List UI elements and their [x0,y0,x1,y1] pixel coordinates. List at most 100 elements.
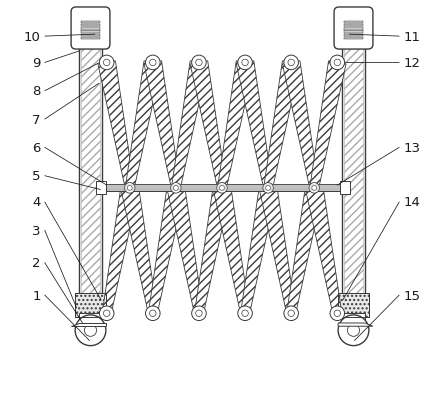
FancyBboxPatch shape [71,8,110,50]
Bar [81,34,100,37]
Bar [81,31,100,34]
Bar [81,28,100,30]
Text: 11: 11 [403,30,420,43]
Text: 8: 8 [32,85,41,98]
Polygon shape [338,323,373,326]
Circle shape [192,306,206,321]
Bar [75,293,106,318]
Text: 2: 2 [32,256,41,269]
Polygon shape [259,187,296,314]
Polygon shape [241,187,277,314]
Polygon shape [194,187,231,314]
Circle shape [196,60,202,66]
Polygon shape [236,62,273,189]
Bar [100,185,344,192]
Circle shape [124,183,135,194]
Circle shape [288,310,294,317]
Polygon shape [125,62,162,189]
Bar [344,31,363,34]
Circle shape [242,310,248,317]
Circle shape [174,186,178,191]
Circle shape [312,186,317,191]
Circle shape [263,183,274,194]
Bar [81,38,100,40]
Polygon shape [264,62,300,189]
Polygon shape [305,187,342,314]
Circle shape [146,56,160,70]
Polygon shape [148,187,185,314]
Circle shape [150,310,156,317]
Polygon shape [102,187,139,314]
Bar [79,313,102,322]
Circle shape [309,183,320,194]
Text: 3: 3 [32,224,41,237]
Polygon shape [98,62,134,189]
Bar [344,34,363,37]
Text: 7: 7 [32,113,41,126]
Circle shape [238,306,252,321]
Circle shape [217,183,227,194]
Circle shape [99,306,114,321]
Circle shape [238,56,252,70]
Text: 1: 1 [32,289,41,302]
Circle shape [84,324,97,337]
Circle shape [192,56,206,70]
FancyBboxPatch shape [334,8,373,50]
Bar [340,182,350,195]
Text: 13: 13 [403,141,420,154]
Circle shape [170,183,181,194]
Circle shape [146,306,160,321]
Text: 5: 5 [32,170,41,183]
Bar [81,25,100,27]
Bar [338,293,369,318]
Polygon shape [144,62,180,189]
Circle shape [284,306,298,321]
Bar [344,25,363,27]
Text: 12: 12 [403,57,420,70]
Circle shape [334,310,341,317]
Circle shape [99,56,114,70]
Circle shape [242,60,248,66]
Circle shape [103,310,110,317]
Polygon shape [213,187,250,314]
Polygon shape [171,62,208,189]
Circle shape [338,315,369,346]
Polygon shape [287,187,323,314]
Bar [344,38,363,40]
Bar [96,182,106,195]
Circle shape [127,186,132,191]
Bar [79,43,102,315]
Circle shape [347,324,360,337]
Circle shape [220,186,224,191]
Circle shape [334,60,341,66]
Polygon shape [344,45,363,313]
Polygon shape [121,187,157,314]
Polygon shape [81,45,100,313]
Circle shape [330,56,345,70]
Circle shape [284,56,298,70]
Bar [344,22,363,24]
Polygon shape [167,187,203,314]
Circle shape [150,60,156,66]
Bar [338,293,369,318]
Text: 6: 6 [32,141,41,154]
Polygon shape [71,323,106,326]
Polygon shape [282,62,319,189]
Text: 15: 15 [403,289,420,302]
Bar [75,293,106,318]
Circle shape [266,186,270,191]
Polygon shape [218,62,254,189]
Circle shape [196,310,202,317]
Circle shape [288,60,294,66]
Bar [81,22,100,24]
Bar [344,28,363,30]
Text: 9: 9 [32,57,41,70]
Circle shape [75,315,106,346]
Text: 4: 4 [32,196,41,209]
Bar [342,313,365,322]
Bar [342,43,365,315]
Polygon shape [190,62,226,189]
Text: 14: 14 [403,196,420,209]
Circle shape [103,60,110,66]
Polygon shape [310,62,346,189]
